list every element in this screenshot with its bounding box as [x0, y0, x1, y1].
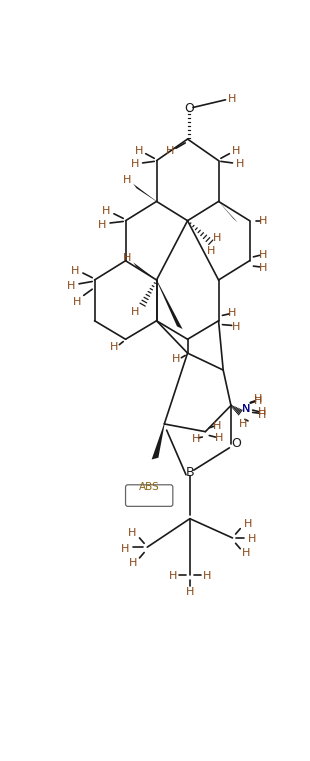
Text: B: B: [186, 466, 194, 479]
Text: H: H: [259, 263, 268, 273]
Text: H: H: [67, 281, 76, 291]
Text: H: H: [102, 206, 110, 216]
Text: H: H: [71, 266, 79, 275]
Text: H: H: [121, 543, 130, 554]
Text: H: H: [135, 146, 144, 156]
Text: H: H: [110, 342, 118, 352]
Text: H: H: [258, 409, 266, 420]
Text: H: H: [228, 308, 237, 318]
Text: H: H: [192, 435, 200, 444]
Text: H: H: [231, 322, 240, 332]
Polygon shape: [218, 201, 238, 222]
Text: ABS: ABS: [139, 482, 159, 492]
Text: H: H: [213, 421, 221, 431]
Text: H: H: [238, 419, 247, 429]
Text: H: H: [203, 572, 211, 581]
Text: H: H: [166, 145, 175, 155]
FancyBboxPatch shape: [126, 485, 173, 506]
Polygon shape: [133, 184, 157, 202]
Polygon shape: [156, 280, 183, 329]
Text: H: H: [259, 215, 268, 226]
Text: H: H: [206, 247, 215, 256]
Text: H: H: [248, 534, 256, 544]
Text: H: H: [186, 587, 194, 597]
Text: H: H: [169, 572, 177, 581]
Text: H: H: [131, 160, 139, 170]
Text: H: H: [215, 433, 224, 443]
Text: H: H: [123, 253, 131, 263]
Text: N: N: [242, 403, 251, 413]
Text: H: H: [258, 407, 266, 418]
Text: H: H: [73, 297, 82, 307]
Text: H: H: [244, 519, 252, 529]
Text: H: H: [254, 396, 262, 406]
Text: H: H: [242, 549, 251, 559]
Text: H: H: [123, 175, 131, 185]
Text: H: H: [213, 233, 221, 243]
Text: H: H: [172, 355, 180, 365]
Text: O: O: [232, 438, 241, 451]
Polygon shape: [133, 263, 157, 280]
Text: H: H: [236, 160, 245, 170]
Text: O: O: [184, 102, 194, 115]
Text: H: H: [129, 558, 138, 568]
Text: H: H: [127, 528, 136, 538]
Text: H: H: [228, 94, 237, 104]
Text: H: H: [254, 394, 262, 404]
Text: N: N: [242, 403, 251, 413]
Polygon shape: [152, 424, 165, 460]
Text: H: H: [98, 219, 107, 230]
Text: H: H: [259, 250, 268, 260]
Text: H: H: [131, 307, 139, 317]
Text: H: H: [231, 146, 240, 156]
